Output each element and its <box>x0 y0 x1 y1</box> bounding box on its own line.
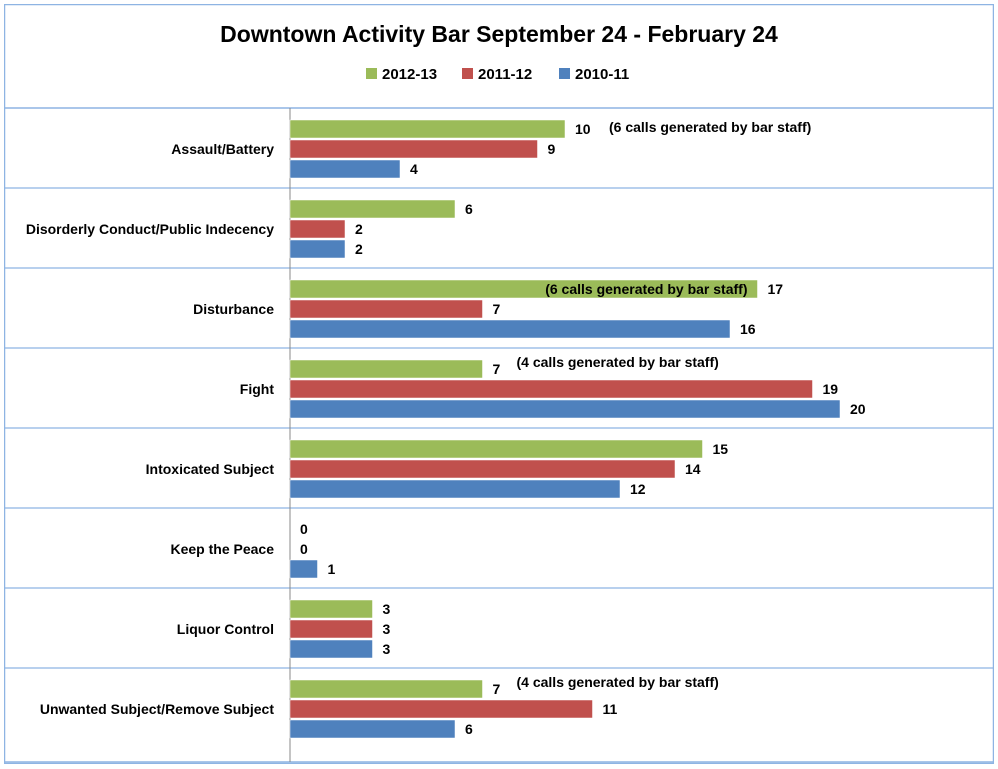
bar-2012-13 <box>289 599 373 619</box>
data-label: 7 <box>493 681 501 697</box>
bar-2011-12 <box>289 379 813 399</box>
data-label: 17 <box>768 281 784 297</box>
bar-2010-11 <box>289 239 346 259</box>
data-label: 1 <box>328 561 336 577</box>
bar-annotation: (6 calls generated by bar staff) <box>609 119 811 135</box>
category-label: Unwanted Subject/Remove Subject <box>40 701 274 717</box>
data-label: 2 <box>355 221 363 237</box>
bar-2010-11 <box>289 319 731 339</box>
data-label: 6 <box>465 721 473 737</box>
bar-2010-11 <box>289 719 456 739</box>
bar-annotation: (6 calls generated by bar staff) <box>545 281 747 297</box>
legend-swatch-2012-13 <box>366 68 377 79</box>
data-label: 3 <box>383 621 391 637</box>
category-label: Disturbance <box>193 301 274 317</box>
data-label: 14 <box>685 461 701 477</box>
bar-annotation: (4 calls generated by bar staff) <box>517 674 719 690</box>
chart-frame: Downtown Activity Bar September 24 - Feb… <box>3 3 995 765</box>
category-label: Disorderly Conduct/Public Indecency <box>26 221 274 237</box>
bar-2010-11 <box>289 559 318 579</box>
data-label: 2 <box>355 241 363 257</box>
bar-2011-12 <box>289 619 373 639</box>
category-label: Fight <box>240 381 275 397</box>
legend-label-2012-13: 2012-13 <box>382 66 437 83</box>
data-label: 15 <box>713 441 729 457</box>
bar-2012-13 <box>289 439 703 459</box>
category-label: Assault/Battery <box>171 141 274 157</box>
data-label: 0 <box>300 521 308 537</box>
bar-2012-13 <box>289 359 483 379</box>
bar-2012-13 <box>289 119 566 139</box>
category-label: Keep the Peace <box>171 541 275 557</box>
bar-chart: Downtown Activity Bar September 24 - Feb… <box>3 3 995 765</box>
legend-label-2011-12: 2011-12 <box>478 66 532 83</box>
data-label: 9 <box>548 141 556 157</box>
legend-swatch-2010-11 <box>559 68 570 79</box>
bar-2010-11 <box>289 479 621 499</box>
data-label: 11 <box>603 701 618 717</box>
bar-2011-12 <box>289 299 483 319</box>
bar-2011-12 <box>289 699 593 719</box>
legend-label-2010-11: 2010-11 <box>575 66 629 83</box>
data-label: 19 <box>823 381 839 397</box>
bar-2012-13 <box>289 679 483 699</box>
data-label: 3 <box>383 601 391 617</box>
data-label: 10 <box>575 121 591 137</box>
chart-title: Downtown Activity Bar September 24 - Feb… <box>220 21 778 47</box>
bar-2011-12 <box>289 139 538 159</box>
bar-2010-11 <box>289 639 373 659</box>
data-label: 0 <box>300 541 308 557</box>
category-label: Liquor Control <box>177 621 274 637</box>
bar-2012-13 <box>289 199 456 219</box>
data-label: 6 <box>465 201 473 217</box>
data-label: 7 <box>493 361 501 377</box>
bar-2010-11 <box>289 159 401 179</box>
data-label: 3 <box>383 641 391 657</box>
data-label: 16 <box>740 321 756 337</box>
data-label: 12 <box>630 481 646 497</box>
bar-annotation: (4 calls generated by bar staff) <box>517 354 719 370</box>
category-label: Intoxicated Subject <box>146 461 275 477</box>
data-label: 20 <box>850 401 866 417</box>
legend: 2012-13 2011-12 2010-11 <box>366 66 629 83</box>
bar-2011-12 <box>289 459 676 479</box>
data-label: 7 <box>493 301 501 317</box>
bar-2010-11 <box>289 399 841 419</box>
bar-2011-12 <box>289 219 346 239</box>
data-label: 4 <box>410 161 418 177</box>
bar-2012-13 <box>289 279 758 299</box>
legend-swatch-2011-12 <box>462 68 473 79</box>
